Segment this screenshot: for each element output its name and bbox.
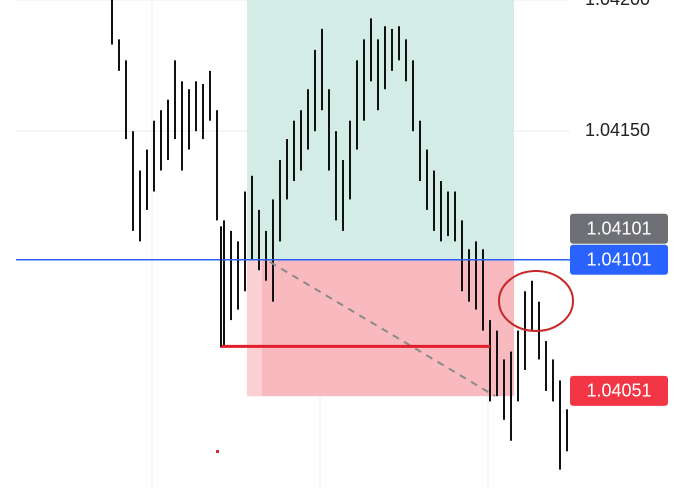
price-tag-label: 1.04101: [586, 249, 651, 269]
y-tick-label: 1.04200: [585, 0, 650, 9]
price-axis: 1.04200 1.04150 1.04101 1.04101 1.04051: [570, 0, 668, 406]
stop-zone: [247, 259, 514, 397]
price-tag-label: 1.04051: [586, 381, 651, 401]
target-zone: [247, 0, 514, 260]
position-zones: [247, 0, 514, 397]
price-tag: [570, 213, 668, 244]
dashed-trend-line: [269, 261, 496, 397]
price-tag-label: 1.04101: [586, 218, 651, 238]
overlay-layer: [16, 226, 574, 453]
highlight-circle: [498, 270, 574, 332]
price-tag: [570, 375, 668, 406]
price-bars: [111, 0, 568, 470]
y-tick-label: 1.04150: [585, 120, 650, 140]
price-tag: [570, 244, 668, 275]
red-dot: [216, 450, 219, 453]
stop-zone-edge: [247, 259, 262, 397]
